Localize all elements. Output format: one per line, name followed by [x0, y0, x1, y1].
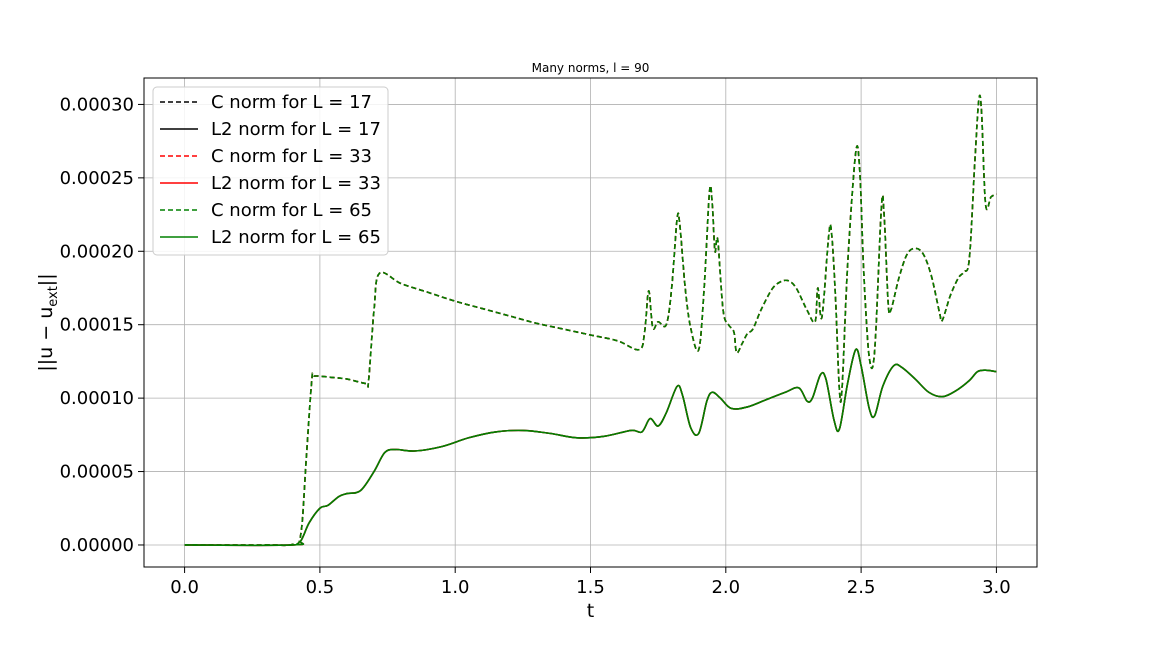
ticks: 0.0 0.5 1.0 1.5 2.0 2.5 3.0 0.00000 0.00005 0.000… — [60, 94, 1011, 598]
x-tick-label: 1.0 — [441, 577, 470, 598]
x-tick-label: 2.0 — [711, 577, 740, 598]
y-tick-label: 0.00010 — [60, 388, 134, 409]
chart-title: Many norms, l = 90 — [532, 61, 650, 75]
legend-label: C norm for L = 65 — [211, 200, 372, 221]
x-tick-label: 3.0 — [982, 577, 1011, 598]
y-tick-label: 0.00020 — [60, 241, 134, 262]
legend-label: L2 norm for L = 33 — [211, 173, 381, 194]
y-axis-label: ||u − uext|| — [35, 273, 61, 371]
x-tick-label: 1.5 — [576, 577, 605, 598]
y-tick-label: 0.00000 — [60, 535, 134, 556]
x-tick-label: 2.5 — [847, 577, 876, 598]
x-tick-label: 0.5 — [306, 577, 335, 598]
legend: C norm for L = 17 L2 norm for L = 17 C nor… — [152, 86, 389, 256]
legend-label: L2 norm for L = 65 — [211, 227, 381, 248]
legend-box — [152, 86, 389, 256]
legend-label: L2 norm for L = 17 — [211, 119, 381, 140]
y-axis-label-main: ||u − u — [35, 307, 57, 372]
y-tick-label: 0.00030 — [60, 94, 134, 115]
y-axis-label-end: || — [35, 273, 57, 286]
y-axis-label-subscript: ext — [46, 286, 61, 307]
x-axis-label: t — [587, 600, 594, 622]
y-tick-label: 0.00025 — [60, 168, 134, 189]
y-tick-label: 0.00015 — [60, 315, 134, 336]
series-line-6 — [184, 348, 997, 547]
legend-label: C norm for L = 33 — [211, 146, 372, 167]
series-layer — [184, 94, 997, 547]
x-tick-label: 0.0 — [170, 577, 199, 598]
y-tick-label: 0.00005 — [60, 462, 134, 483]
series-line-5 — [184, 94, 997, 547]
legend-label: C norm for L = 17 — [211, 92, 372, 113]
